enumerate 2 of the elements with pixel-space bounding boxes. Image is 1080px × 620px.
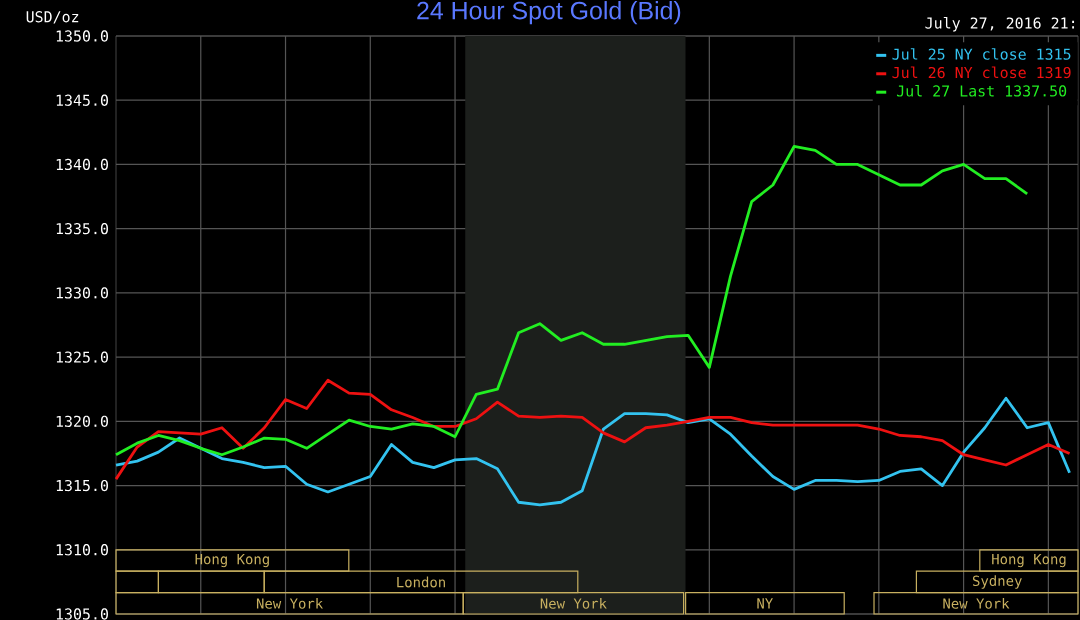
line-series [114,396,1071,507]
chart-title: 24 Hour Spot Gold (Bid) [417,1,681,25]
